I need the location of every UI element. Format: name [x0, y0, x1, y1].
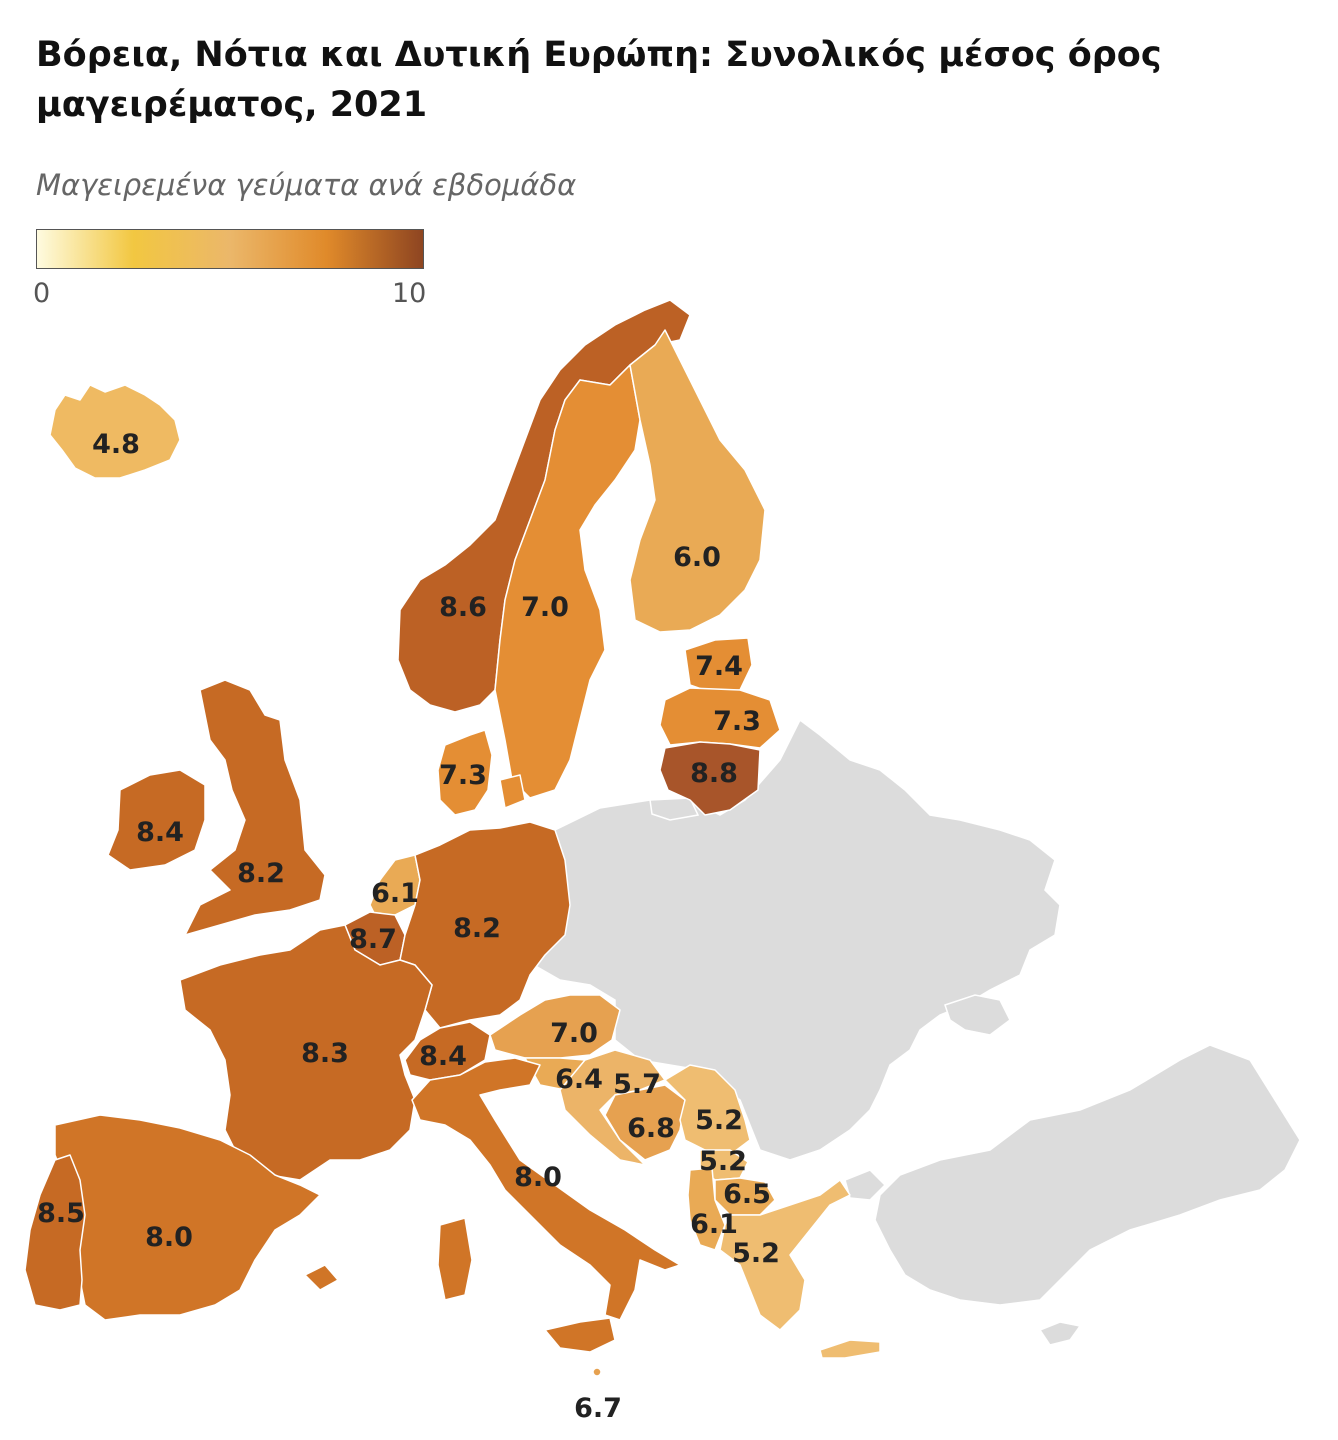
switzerland[interactable]: [404, 1021, 491, 1081]
label-denmark: 7.3: [439, 760, 487, 791]
label-switzerland: 8.4: [419, 1041, 467, 1072]
label-spain: 8.0: [145, 1222, 193, 1253]
label-sweden: 7.0: [521, 592, 569, 623]
austria[interactable]: [489, 994, 621, 1059]
legend-min-label: 0: [33, 278, 51, 309]
label-iceland: 4.8: [92, 429, 140, 460]
albania[interactable]: [687, 1167, 726, 1251]
label-kosovo: 5.2: [699, 1146, 747, 1177]
denmark[interactable]: [437, 729, 526, 816]
portugal[interactable]: [24, 1154, 86, 1311]
value-labels: 4.8 8.6 7.0 6.0 7.4 7.3 8.8 7.3 8.4 8.2 …: [37, 429, 780, 1424]
label-france: 8.3: [301, 1038, 349, 1069]
label-portugal: 8.5: [37, 1198, 85, 1229]
france[interactable]: [179, 924, 433, 1181]
finland[interactable]: [629, 329, 766, 633]
label-bosnia: 6.8: [627, 1113, 675, 1144]
label-latvia: 7.3: [713, 706, 761, 737]
label-malta: 6.7: [574, 1393, 622, 1424]
croatia[interactable]: [559, 1049, 666, 1166]
legend-max-label: 10: [392, 278, 427, 309]
north-macedonia[interactable]: [714, 1177, 776, 1216]
ireland[interactable]: [107, 769, 206, 871]
legend-subtitle: Μαγειρεμένα γεύματα ανά εβδομάδα: [36, 168, 577, 202]
chart-title: Βόρεια, Νότια και Δυτική Ευρώπη: Συνολικ…: [36, 35, 1162, 125]
label-ireland: 8.4: [136, 817, 184, 848]
crimea-no-data: [944, 994, 1011, 1036]
label-netherlands: 6.1: [371, 878, 419, 909]
label-albania: 6.1: [690, 1209, 738, 1240]
label-italy: 8.0: [514, 1162, 562, 1193]
turkey-no-data: [874, 1044, 1301, 1306]
label-estonia: 7.4: [695, 651, 743, 682]
lithuania[interactable]: [659, 741, 761, 816]
no-data-countries: [523, 718, 1301, 1346]
label-croatia: 5.7: [613, 1069, 661, 1100]
label-greece: 5.2: [732, 1238, 780, 1269]
germany[interactable]: [399, 821, 571, 1029]
label-serbia: 5.2: [695, 1105, 743, 1136]
latvia[interactable]: [659, 687, 781, 749]
malta[interactable]: [592, 1367, 602, 1377]
turkey-thrace-no-data: [844, 1169, 887, 1201]
label-norway: 8.6: [439, 592, 487, 623]
bosnia[interactable]: [604, 1084, 686, 1161]
greece[interactable]: [719, 1179, 881, 1359]
data-countries: [24, 299, 881, 1377]
label-north-macedonia: 6.5: [723, 1179, 771, 1210]
cyprus-no-data: [1038, 1321, 1082, 1346]
label-finland: 6.0: [673, 542, 721, 573]
italy[interactable]: [411, 1057, 681, 1353]
label-germany: 8.2: [453, 913, 501, 944]
color-scale-bar: [36, 229, 424, 269]
uk[interactable]: [184, 679, 326, 936]
estonia[interactable]: [684, 637, 753, 693]
kaliningrad-no-data: [649, 797, 700, 821]
label-uk: 8.2: [237, 858, 285, 889]
sweden[interactable]: [494, 364, 641, 799]
label-austria: 7.0: [550, 1018, 598, 1049]
label-belgium: 8.7: [349, 924, 397, 955]
label-slovenia: 6.4: [555, 1064, 603, 1095]
iceland[interactable]: [49, 384, 181, 479]
label-lithuania: 8.8: [690, 758, 738, 789]
serbia[interactable]: [664, 1064, 751, 1156]
